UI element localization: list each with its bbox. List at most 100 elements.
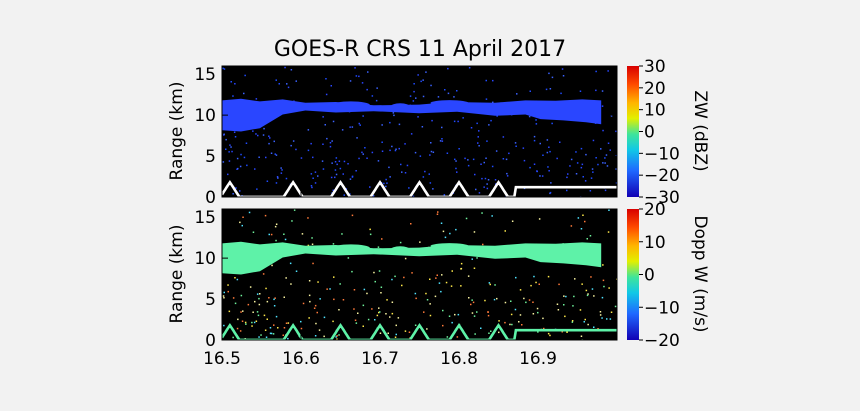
noise-speck — [429, 278, 431, 280]
noise-speck — [262, 273, 265, 275]
noise-speck — [462, 117, 464, 119]
noise-speck — [607, 231, 610, 233]
noise-speck — [403, 276, 405, 279]
noise-speck — [281, 169, 283, 171]
noise-speck — [414, 324, 417, 326]
noise-speck — [398, 123, 401, 126]
x-tick-label: 16.7 — [361, 349, 399, 369]
noise-speck — [607, 70, 609, 72]
noise-speck — [312, 262, 314, 265]
noise-speck — [605, 154, 608, 156]
noise-speck — [453, 120, 456, 123]
noise-speck — [255, 98, 258, 100]
noise-speck — [590, 177, 593, 179]
x-tick-label: 16.5 — [203, 349, 241, 369]
noise-speck — [377, 160, 380, 162]
noise-speck — [417, 74, 419, 76]
noise-speck — [410, 133, 413, 135]
noise-speck — [273, 298, 275, 301]
noise-speck — [559, 141, 561, 143]
noise-speck — [349, 126, 351, 128]
noise-speck — [446, 336, 449, 338]
noise-speck — [338, 309, 340, 311]
plot-frame-dopp — [221, 208, 618, 341]
noise-speck — [290, 144, 292, 147]
noise-speck — [342, 299, 345, 301]
noise-speck — [441, 138, 443, 140]
noise-speck — [336, 163, 338, 166]
noise-speck — [444, 89, 446, 91]
noise-speck — [525, 301, 527, 304]
noise-speck — [615, 182, 617, 184]
noise-speck — [486, 187, 489, 190]
colorbar-tick-label: −10 — [644, 298, 680, 318]
panel-dopp: 0 5 10 15 16.5 16.6 16.7 16.8 16.9 Range (km) 2… — [167, 200, 710, 369]
noise-speck — [532, 313, 535, 315]
noise-speck — [326, 288, 328, 290]
noise-speck — [377, 246, 380, 248]
noise-speck — [413, 83, 415, 85]
noise-speck — [366, 88, 368, 91]
noise-speck — [548, 72, 550, 75]
noise-speck — [292, 140, 295, 142]
noise-speck — [277, 177, 279, 179]
noise-speck — [518, 321, 520, 323]
noise-speck — [275, 239, 277, 242]
noise-speck — [606, 165, 609, 167]
noise-speck — [391, 145, 393, 148]
noise-speck — [287, 86, 290, 89]
noise-speck — [453, 96, 455, 98]
colorbar-tick-label: −20 — [644, 166, 680, 186]
noise-speck — [509, 323, 511, 326]
noise-speck — [447, 92, 450, 95]
noise-speck — [472, 301, 475, 304]
noise-speck — [529, 90, 531, 92]
noise-speck — [566, 189, 568, 192]
y-tick-label: 15 — [194, 208, 216, 228]
noise-speck — [404, 172, 407, 174]
noise-speck — [506, 175, 509, 177]
noise-speck — [471, 258, 473, 260]
noise-speck — [590, 276, 592, 278]
noise-speck — [258, 303, 261, 306]
noise-speck — [259, 293, 261, 295]
colorbar-tick-label: 20 — [644, 79, 666, 99]
noise-speck — [441, 126, 443, 129]
noise-speck — [338, 160, 341, 162]
noise-speck — [372, 195, 375, 197]
noise-speck — [414, 292, 417, 295]
noise-speck — [255, 320, 258, 322]
noise-speck — [329, 142, 332, 144]
noise-speck — [318, 329, 321, 331]
noise-speck — [332, 243, 335, 245]
noise-speck — [445, 281, 448, 284]
noise-speck — [506, 172, 508, 175]
noise-speck — [440, 222, 443, 224]
noise-speck — [424, 170, 426, 173]
noise-speck — [504, 301, 507, 304]
noise-speck — [468, 297, 470, 299]
noise-speck — [496, 115, 498, 117]
noise-speck — [485, 79, 487, 82]
x-tick-label: 16.8 — [440, 349, 478, 369]
y-tick-label: 10 — [194, 249, 216, 269]
noise-speck — [380, 286, 383, 288]
noise-speck — [331, 162, 333, 164]
noise-speck — [430, 84, 432, 87]
noise-speck — [434, 295, 437, 298]
noise-speck — [293, 209, 296, 211]
noise-speck — [609, 318, 612, 320]
noise-speck — [572, 305, 574, 307]
noise-speck — [478, 130, 480, 132]
noise-speck — [484, 299, 486, 302]
noise-speck — [286, 83, 288, 85]
noise-speck — [361, 151, 363, 154]
noise-speck — [464, 157, 466, 160]
noise-speck — [587, 323, 589, 326]
colorbar-tick-label: −20 — [644, 331, 680, 351]
noise-speck — [456, 336, 459, 338]
noise-speck — [394, 336, 397, 338]
noise-speck — [593, 326, 595, 328]
noise-speck — [472, 158, 475, 161]
